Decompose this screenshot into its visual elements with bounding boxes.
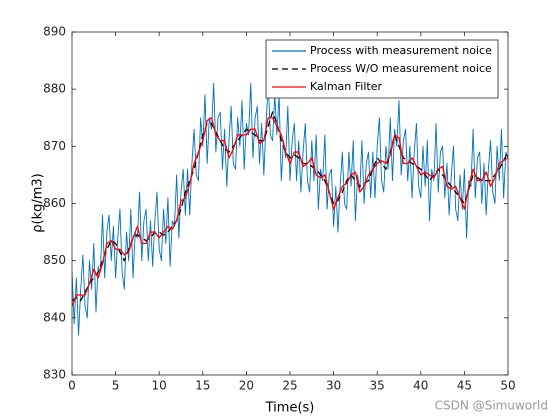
series-lines — [72, 83, 508, 336]
legend-label: Kalman Filter — [310, 80, 382, 93]
y-tick-label: 890 — [43, 25, 66, 39]
y-tick-label: 880 — [43, 82, 66, 96]
x-tick-label: 35 — [370, 379, 385, 393]
x-tick-label: 40 — [413, 379, 428, 393]
x-tick-label: 45 — [457, 379, 472, 393]
y-axis-label: ρ(kg/m3) — [31, 173, 46, 233]
x-tick-label: 5 — [112, 379, 120, 393]
legend: Process with measurement noice Process W/… — [265, 39, 499, 99]
y-tick-label: 850 — [43, 253, 66, 267]
y-tick-label: 860 — [43, 196, 66, 210]
x-tick-label: 25 — [282, 379, 297, 393]
series-line — [72, 111, 508, 302]
x-tick-label: 20 — [239, 379, 254, 393]
x-tick-label: 10 — [152, 379, 167, 393]
watermark: CSDN @Simuworld — [435, 399, 548, 413]
legend-label: Process with measurement noice — [310, 44, 492, 57]
y-tick-label: 830 — [43, 368, 66, 382]
x-tick-label: 0 — [68, 379, 76, 393]
legend-label: Process W/O measurement noice — [310, 62, 492, 75]
y-tick-label: 870 — [43, 139, 66, 153]
x-axis-label: Time(s) — [265, 401, 315, 416]
series-line — [72, 117, 508, 307]
x-tick-label: 30 — [326, 379, 341, 393]
x-tick-label: 15 — [195, 379, 210, 393]
series-line — [72, 83, 508, 336]
y-tick-label: 840 — [43, 310, 66, 324]
x-tick-label: 50 — [500, 379, 515, 393]
